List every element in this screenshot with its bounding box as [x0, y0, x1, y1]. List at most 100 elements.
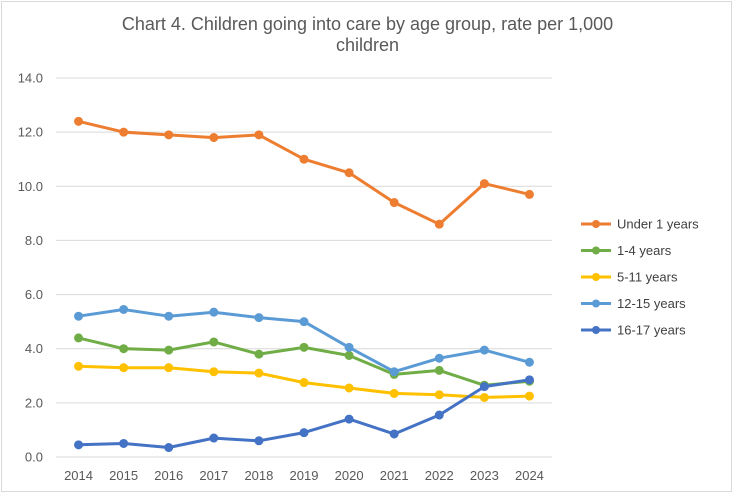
- data-point: [524, 391, 534, 401]
- legend-swatch-marker: [592, 246, 600, 255]
- series-line: [77, 378, 531, 449]
- data-point: [389, 429, 399, 439]
- data-point: [209, 367, 219, 377]
- y-tick-label: 10.0: [18, 179, 43, 194]
- y-tick-label: 0.0: [25, 450, 43, 465]
- legend-label: 16-17 years: [617, 323, 686, 338]
- series-2: [74, 361, 534, 402]
- legend: Under 1 years 1-4 years 5-11 years 12-15 ye…: [581, 217, 699, 338]
- x-tick-label: 2024: [515, 468, 544, 483]
- x-tick-label: 2020: [335, 468, 364, 483]
- data-point: [299, 378, 309, 388]
- data-point: [164, 363, 174, 373]
- data-point: [524, 375, 534, 385]
- x-tick-label: 2021: [380, 468, 409, 483]
- data-point: [164, 443, 174, 453]
- data-point: [164, 130, 174, 140]
- data-point: [389, 198, 399, 208]
- chart-title-line-1: Chart 4. Children going into care by age…: [121, 14, 614, 34]
- data-point: [254, 130, 264, 140]
- data-point: [209, 133, 219, 143]
- legend-label: 5-11 years: [617, 270, 678, 285]
- data-point: [479, 345, 489, 355]
- y-tick-label: 4.0: [25, 341, 43, 356]
- data-point: [164, 345, 174, 355]
- series-line: [77, 119, 531, 226]
- y-tick-label: 8.0: [25, 233, 43, 248]
- data-point: [74, 333, 84, 343]
- data-point: [479, 179, 489, 189]
- legend-item: 1-4 years: [581, 243, 672, 258]
- chart-title: Chart 4. Children going into care by age…: [0, 14, 735, 56]
- data-point: [524, 189, 534, 199]
- data-point: [74, 361, 84, 371]
- x-tick-label: 2016: [154, 468, 183, 483]
- data-point: [254, 313, 264, 323]
- x-tick-label: 2017: [199, 468, 228, 483]
- data-point: [119, 363, 129, 373]
- data-point: [299, 317, 309, 327]
- data-point: [479, 392, 489, 402]
- data-point: [434, 390, 444, 400]
- data-point: [299, 342, 309, 352]
- y-tick-label: 6.0: [25, 287, 43, 302]
- data-point: [119, 127, 129, 137]
- legend-swatch-marker: [592, 220, 600, 228]
- x-tick-label: 2014: [64, 468, 93, 483]
- legend-swatch-marker: [592, 273, 600, 281]
- data-point: [434, 219, 444, 229]
- series-3: [74, 304, 534, 377]
- data-point: [344, 168, 354, 178]
- data-point: [119, 438, 129, 448]
- data-point: [74, 116, 84, 126]
- y-tick-label: 2.0: [25, 395, 43, 410]
- legend-item: 5-11 years: [581, 270, 678, 285]
- legend-label: Under 1 years: [617, 217, 699, 232]
- data-point: [389, 367, 399, 377]
- series-lines: [74, 116, 534, 453]
- x-tick-label: 2022: [425, 468, 454, 483]
- series-0: [74, 116, 534, 229]
- data-point: [209, 433, 219, 443]
- legend-item: 12-15 years: [581, 296, 686, 311]
- y-tick-label: 12.0: [18, 125, 43, 140]
- data-point: [254, 349, 264, 359]
- legend-swatch-marker: [592, 299, 600, 308]
- data-point: [344, 350, 354, 360]
- y-axis: 0.0 2.0 4.0 6.0 8.0 10.0 12.0 14.0: [18, 71, 43, 465]
- data-point: [119, 304, 129, 314]
- series-4: [74, 375, 534, 453]
- gridlines: [56, 77, 552, 458]
- data-point: [209, 307, 219, 317]
- data-point: [119, 344, 129, 354]
- data-point: [389, 388, 399, 398]
- x-tick-label: 2023: [470, 468, 499, 483]
- data-point: [344, 414, 354, 424]
- legend-label: 12-15 years: [617, 296, 686, 311]
- x-tick-label: 2019: [290, 468, 319, 483]
- data-point: [344, 342, 354, 352]
- legend-label: 1-4 years: [617, 243, 672, 258]
- data-point: [299, 428, 309, 438]
- data-point: [254, 368, 264, 378]
- data-point: [434, 353, 444, 363]
- data-point: [524, 357, 534, 367]
- y-tick-label: 14.0: [18, 71, 43, 86]
- data-point: [479, 382, 489, 392]
- data-point: [344, 383, 354, 393]
- data-point: [74, 311, 84, 321]
- data-point: [164, 311, 174, 321]
- data-point: [434, 410, 444, 420]
- data-point: [254, 436, 264, 446]
- data-point: [74, 440, 84, 450]
- x-tick-label: 2018: [244, 468, 273, 483]
- chart-title-line-2: children: [335, 35, 400, 55]
- data-point: [434, 365, 444, 375]
- x-tick-label: 2015: [109, 468, 138, 483]
- legend-swatch-marker: [592, 326, 600, 334]
- data-point: [209, 337, 219, 347]
- legend-item: Under 1 years: [581, 217, 699, 232]
- data-point: [299, 154, 309, 164]
